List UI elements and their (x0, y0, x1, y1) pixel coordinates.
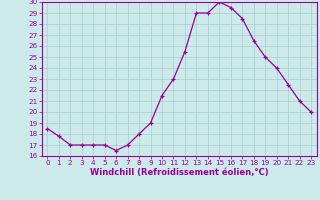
X-axis label: Windchill (Refroidissement éolien,°C): Windchill (Refroidissement éolien,°C) (90, 168, 268, 177)
